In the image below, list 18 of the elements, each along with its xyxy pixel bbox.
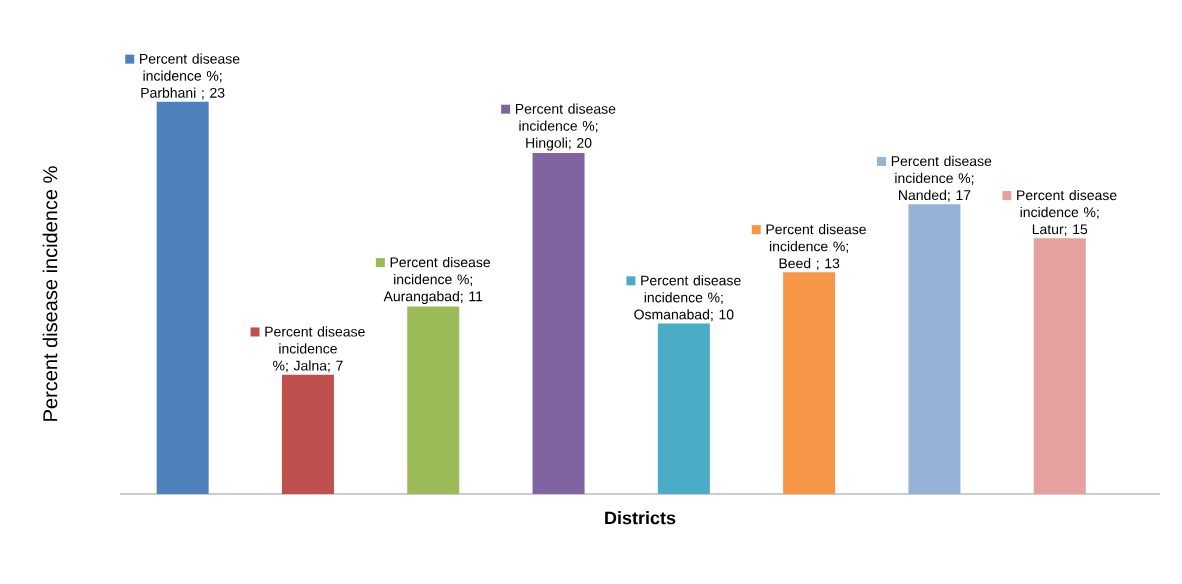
data-label: Percent disease incidence %; Aurangabad; 11 <box>383 257 491 305</box>
data-label: Percent disease incidence %; Osmanabad; 10 <box>634 275 741 322</box>
data-label: Percent disease incidence %; Latur; 15 <box>1017 189 1117 236</box>
x-axis-title: Districts <box>605 511 676 525</box>
data-label: Percent disease incidence %; Parbhani ; 23 <box>140 53 240 100</box>
bar <box>407 306 460 494</box>
data-label: Percent disease incidence %; Hingoli; 20 <box>515 103 616 151</box>
data-label: Percent disease incidence %; Jalna; 7 <box>265 326 365 373</box>
bar <box>156 101 209 494</box>
bar <box>908 204 961 494</box>
bar <box>657 323 710 494</box>
data-label: Percent disease incidence %; Nanded; 17 <box>891 155 992 202</box>
bar <box>281 374 334 494</box>
bar <box>1033 238 1086 494</box>
y-axis-title: Percent disease incidence % <box>42 166 58 421</box>
bar <box>783 272 836 494</box>
bar <box>532 152 585 494</box>
data-label: Percent disease incidence %; Beed ; 13 <box>766 224 866 270</box>
